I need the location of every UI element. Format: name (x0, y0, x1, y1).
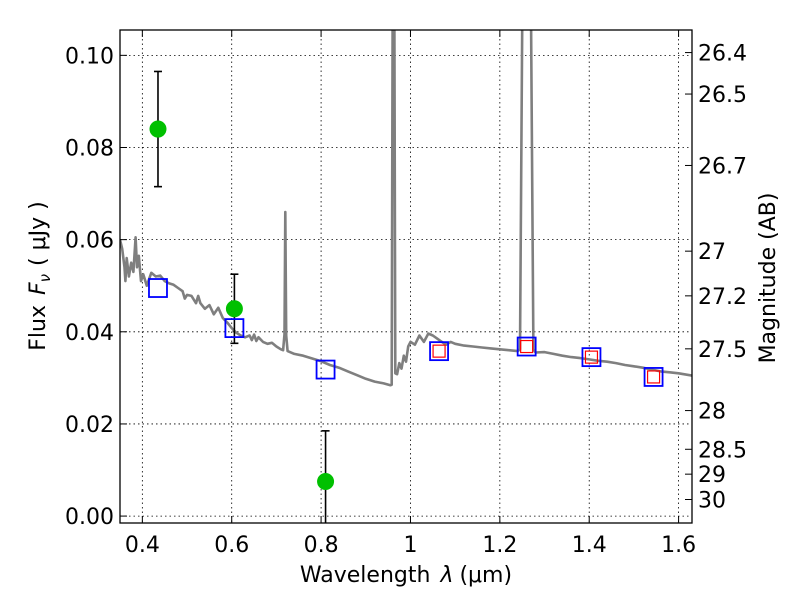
x-axis-title: Wavelength λ (μm) (300, 563, 512, 588)
y2-tick-label: 27.5 (698, 338, 747, 363)
y-tick-label: 0.10 (65, 44, 114, 69)
y2-tick-label: 27.2 (698, 285, 747, 310)
y2-tick-label: 28.5 (698, 438, 747, 463)
y2-tick-label: 28 (698, 400, 726, 425)
model-point-blue (643, 367, 664, 387)
model-point-blue (315, 359, 336, 380)
y-axis-title: FluxFν( μJy ) (26, 201, 54, 350)
x-tick-label: 0.6 (214, 533, 249, 558)
y-tick-label: 0.04 (65, 321, 114, 346)
x-tick-label: 0.8 (304, 533, 339, 558)
x-tick-label: 0.4 (125, 533, 160, 558)
y2-tick-label: 27 (698, 240, 726, 265)
y-tick-label: 0.08 (65, 136, 114, 161)
y-tick-label: 0.00 (65, 505, 114, 530)
y2-axis-title: Magnitude (AB) (756, 193, 781, 364)
y2-tick-label: 29 (698, 463, 726, 488)
axes: 0.4 0.6 0.8 1 1.2 1.4 1.6 0.00 0.02 0.04 0.06 0.08 0… (65, 30, 747, 558)
plot-frame (119, 29, 693, 524)
spectrum-line (120, 30, 692, 387)
model-point-blue (429, 341, 449, 362)
x-tick-label: 1.4 (572, 533, 607, 558)
x-tick-label: 1 (403, 533, 417, 558)
model-point-red (520, 339, 534, 354)
y-tick-label: 0.02 (65, 413, 114, 438)
y2-tick-label: 30 (698, 489, 726, 514)
model-point-blue (148, 278, 168, 298)
model-point-red (646, 370, 661, 384)
observed-point (317, 473, 335, 491)
plot-area (120, 30, 692, 523)
grid-lines (120, 30, 692, 523)
model-point-red (432, 344, 446, 358)
model-point-red (584, 350, 599, 364)
y2-tick-label: 26.4 (698, 42, 747, 67)
observed-point (149, 120, 167, 138)
model-point-blue (516, 336, 537, 357)
y-tick-label: 0.06 (65, 229, 114, 254)
x-tick-label: 1.2 (482, 533, 517, 558)
model-point-blue (224, 318, 245, 339)
y2-tick-label: 26.7 (698, 154, 747, 179)
x-tick-label: 1.6 (661, 533, 696, 558)
observed-point (225, 300, 243, 318)
model-point-blue (581, 347, 602, 368)
y2-tick-label: 26.5 (698, 83, 747, 108)
